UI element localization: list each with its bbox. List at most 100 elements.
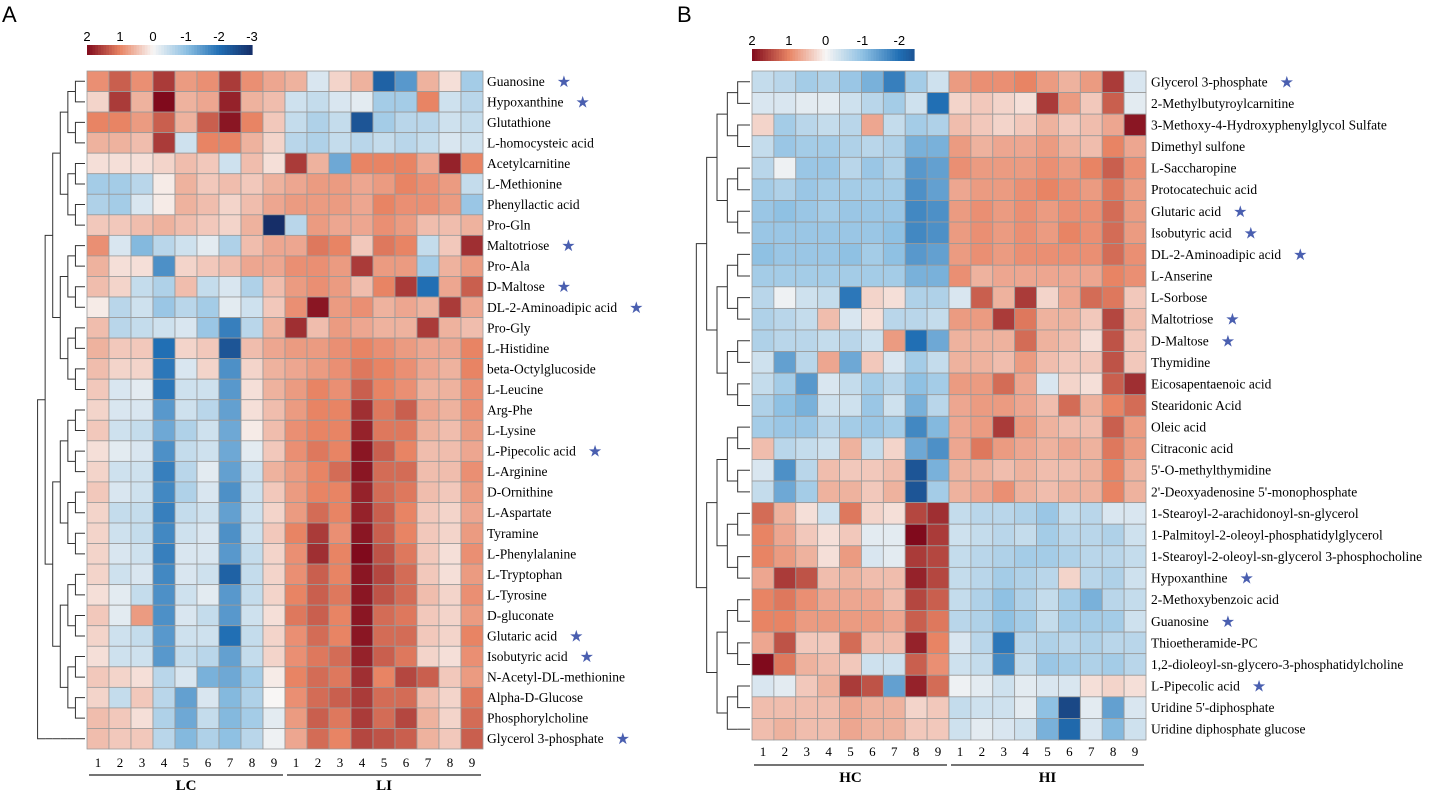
heatmap-cell [926, 588, 950, 611]
heatmap-cell [773, 502, 797, 525]
heatmap-cell [882, 674, 906, 698]
heatmap-cell [306, 522, 330, 544]
legend-segment [897, 49, 902, 61]
heatmap-cell [306, 193, 330, 216]
heatmap-cell [751, 113, 775, 137]
heatmap-cell [174, 132, 198, 154]
heatmap-cell [861, 459, 884, 482]
heatmap-cell [1079, 243, 1103, 266]
heatmap-cell [1123, 674, 1147, 698]
heatmap-cell [751, 610, 775, 633]
heatmap-cell [795, 307, 819, 331]
heatmap-cell [416, 707, 440, 729]
legend-segment [155, 45, 160, 55]
heatmap-cell [152, 604, 176, 627]
heatmap-cell [130, 604, 154, 627]
column-label: 8 [913, 744, 920, 759]
heatmap-cell [926, 178, 950, 201]
heatmap-cell [416, 728, 440, 750]
heatmap-cell [1123, 351, 1147, 374]
heatmap-cell [970, 200, 994, 223]
heatmap-cell [751, 221, 775, 245]
heatmap-cell [970, 610, 994, 633]
heatmap-cell [751, 523, 775, 547]
heatmap-cell [773, 566, 797, 590]
heatmap-cell [306, 317, 330, 339]
heatmap-cell [992, 502, 1016, 525]
heatmap-cell [152, 234, 176, 257]
heatmap-cell [284, 604, 308, 627]
heatmap-cell [1014, 156, 1037, 180]
heatmap-cell [817, 523, 840, 547]
heatmap-cell [130, 91, 154, 113]
heatmap-cell [284, 337, 308, 360]
row-label: Uridine diphosphate glucose [1151, 722, 1305, 737]
heatmap-cell [284, 193, 308, 216]
heatmap-cell [394, 419, 418, 442]
heatmap-cell [926, 264, 950, 288]
heatmap-cell [817, 264, 840, 288]
heatmap-cell [108, 728, 132, 750]
heatmap-cell [1079, 113, 1103, 137]
heatmap-cell [817, 718, 840, 741]
heatmap-cell [751, 459, 775, 482]
heatmap-cell [926, 415, 950, 439]
heatmap-cell [262, 234, 286, 257]
heatmap-cell [1036, 307, 1059, 331]
heatmap-cell [240, 399, 264, 421]
heatmap-cell [882, 92, 906, 115]
heatmap-cell [262, 193, 286, 216]
heatmap-cell [904, 307, 928, 331]
row-label: Stearidonic Acid [1151, 398, 1242, 413]
heatmap-cell [240, 419, 264, 442]
heatmap-cell [350, 728, 374, 750]
heatmap-cell [86, 440, 110, 462]
heatmap-cell [751, 674, 775, 698]
heatmap-cell [773, 415, 797, 439]
heatmap-cell [152, 276, 176, 298]
heatmap-cell [108, 625, 132, 647]
heatmap-cell [1058, 221, 1081, 245]
legend-segment [208, 45, 212, 55]
heatmap-cell [751, 502, 775, 525]
heatmap-cell [350, 70, 374, 92]
heatmap-cell [773, 156, 797, 180]
heatmap-cell [1014, 566, 1037, 590]
heatmap-cell [284, 666, 308, 688]
heatmap-cell [174, 625, 198, 647]
heatmap-cell [86, 317, 110, 339]
heatmap-cell [152, 296, 176, 318]
heatmap-cell [795, 502, 819, 525]
heatmap-cell [306, 234, 330, 257]
heatmap-cell [1036, 135, 1059, 158]
heatmap-cell [394, 543, 418, 565]
heatmap-cell [394, 214, 418, 236]
heatmap-cell [817, 221, 840, 245]
legend-segment [219, 45, 223, 55]
row-label: Maltotriose [487, 238, 549, 253]
heatmap-cell [108, 399, 132, 421]
heatmap-cell [992, 653, 1016, 676]
heatmap-cell [1101, 372, 1125, 396]
heatmap-cell [970, 653, 994, 676]
heatmap-cell [948, 696, 972, 719]
heatmap-cell [196, 173, 220, 195]
heatmap-cell [108, 419, 132, 442]
heatmap-cell [904, 480, 928, 504]
heatmap-cell [992, 221, 1016, 245]
heatmap-cell [904, 178, 928, 201]
heatmap-cell [372, 604, 396, 627]
heatmap-cell [1101, 221, 1125, 245]
heatmap-cell [926, 286, 950, 309]
heatmap-cell [1123, 156, 1147, 180]
heatmap-cell [372, 522, 396, 544]
heatmap-cell [306, 728, 330, 750]
heatmap-cell [174, 522, 198, 544]
heatmap-cell [904, 545, 928, 568]
heatmap-cell [350, 132, 374, 154]
heatmap-cell [196, 296, 220, 318]
row-label: L-homocysteic acid [487, 135, 594, 150]
heatmap-cell [240, 296, 264, 318]
heatmap-cell [262, 584, 286, 606]
heatmap-cell [751, 566, 775, 590]
